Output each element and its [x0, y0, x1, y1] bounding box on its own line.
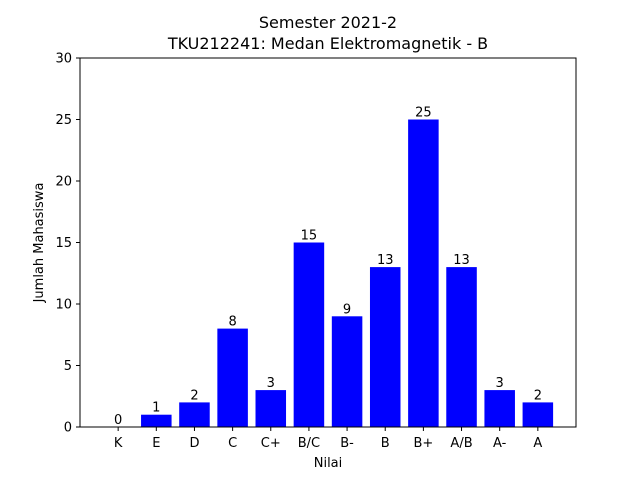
data-label-B+: 25	[415, 106, 432, 121]
data-label-K: 0	[114, 413, 122, 428]
data-label-B: 13	[377, 253, 394, 268]
x-tick-label-B/C: B/C	[298, 436, 320, 451]
x-tick-label-D: D	[189, 436, 199, 451]
bar-B-	[331, 316, 363, 427]
data-label-D: 2	[190, 388, 198, 403]
bar-C+	[255, 390, 287, 427]
bars-layer	[141, 119, 554, 427]
x-tick-label-E: E	[152, 436, 160, 451]
data-label-C+: 3	[267, 376, 275, 391]
chart-title: Semester 2021-2	[259, 13, 397, 32]
data-labels-layer: 0 1 2 8 3 15 9 13 25 13 3 2	[114, 106, 542, 429]
y-axis: 0 5 10 15 20 25 30	[55, 52, 80, 436]
data-label-E: 1	[152, 401, 160, 416]
y-tick-label-0: 0	[64, 421, 72, 436]
bar-B+	[408, 119, 439, 427]
data-label-B/C: 15	[301, 229, 318, 244]
data-label-A-: 3	[496, 376, 504, 391]
y-axis-label: Jumlah Mahasiswa	[32, 183, 47, 304]
bar-A-	[484, 390, 515, 427]
y-tick-label-5: 5	[64, 359, 72, 374]
y-tick-label-20: 20	[55, 175, 72, 190]
bar-B	[369, 267, 401, 427]
bar-D	[179, 402, 210, 427]
x-tick-label-A-: A-	[493, 436, 507, 451]
data-label-A: 2	[534, 388, 542, 403]
x-tick-label-K: K	[114, 436, 123, 451]
plot-frame	[79, 57, 577, 428]
y-tick-label-10: 10	[55, 298, 72, 313]
x-tick-label-B: B	[381, 436, 390, 451]
y-tick-label-25: 25	[55, 113, 72, 128]
x-tick-label-B+: B+	[413, 436, 433, 451]
y-tick-label-30: 30	[55, 52, 72, 67]
x-tick-label-B-: B-	[340, 436, 354, 451]
bar-C	[217, 328, 248, 427]
x-tick-label-C+: C+	[261, 436, 281, 451]
x-axis: K E D C C+ B/C B- B B+ A/B A- A	[114, 427, 542, 451]
data-label-A/B: 13	[453, 253, 470, 268]
bar-A/B	[446, 267, 477, 427]
bar-E	[141, 414, 172, 427]
x-tick-label-A/B: A/B	[450, 436, 472, 451]
chart-subtitle: TKU212241: Medan Elektromagnetik - B	[167, 34, 488, 53]
y-tick-label-15: 15	[55, 236, 72, 251]
data-label-C: 8	[228, 315, 236, 330]
x-tick-label-A: A	[533, 436, 542, 451]
bar-B/C	[293, 242, 325, 427]
x-axis-label: Nilai	[314, 456, 343, 471]
bar-A	[522, 402, 554, 427]
x-tick-label-C: C	[228, 436, 237, 451]
data-label-B-: 9	[343, 302, 351, 317]
